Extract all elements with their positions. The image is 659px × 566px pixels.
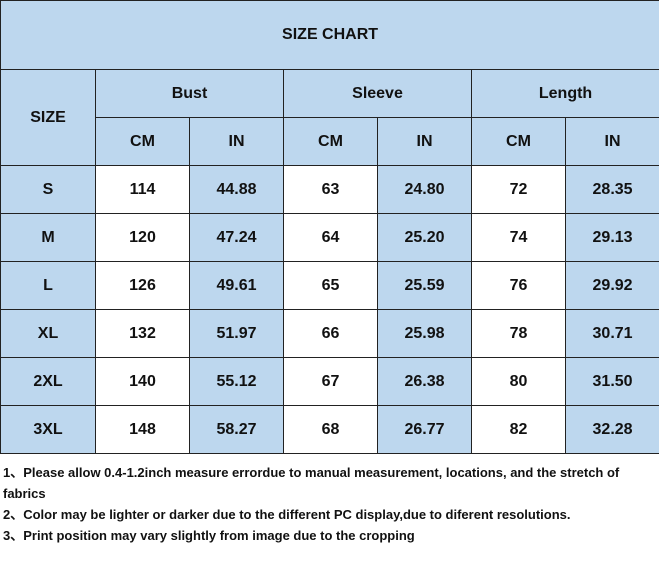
measure-cell: 64 bbox=[283, 213, 378, 262]
size-cell: 2XL bbox=[0, 357, 96, 406]
measure-cell: 24.80 bbox=[377, 165, 472, 214]
measure-cell: 140 bbox=[95, 357, 190, 406]
group-row: SIZE Bust Sleeve Length bbox=[0, 69, 659, 166]
size-table: SIZE CHART SIZE Bust Sleeve Length CM IN CM IN CM… bbox=[0, 0, 659, 454]
size-row: 2XL 140 55.12 67 26.38 80 31.50 bbox=[0, 357, 659, 406]
measure-cell: 74 bbox=[471, 213, 566, 262]
note: 3、Print position may vary slightly from … bbox=[3, 528, 415, 543]
measure-cell: 31.50 bbox=[564, 357, 659, 406]
measure-cell: 58.27 bbox=[189, 405, 284, 454]
measure-cell: 25.59 bbox=[377, 261, 472, 310]
measure-cell: 63 bbox=[283, 165, 378, 214]
size-row: 3XL 148 58.27 68 26.77 82 32.28 bbox=[0, 405, 659, 454]
measure-cell: 68 bbox=[283, 405, 378, 454]
measure-cell: 28.35 bbox=[564, 165, 659, 214]
size-cell: XL bbox=[0, 309, 96, 358]
notes: 1、Please allow 0.4-1.2inch measure error… bbox=[3, 462, 655, 546]
unit-header: IN bbox=[564, 117, 659, 166]
group-header: Bust bbox=[95, 69, 284, 118]
measure-cell: 65 bbox=[283, 261, 378, 310]
unit-header: CM bbox=[283, 117, 378, 166]
measure-cell: 82 bbox=[471, 405, 566, 454]
measure-cell: 29.92 bbox=[564, 261, 659, 310]
measure-cell: 26.38 bbox=[377, 357, 472, 406]
unit-header: IN bbox=[189, 117, 284, 166]
size-row: XL 132 51.97 66 25.98 78 30.71 bbox=[0, 309, 659, 358]
measure-cell: 132 bbox=[95, 309, 190, 358]
group-header: Length bbox=[470, 69, 659, 118]
measure-cell: 78 bbox=[471, 309, 566, 358]
note: 1、Please allow 0.4-1.2inch measure error… bbox=[3, 465, 620, 501]
note: 2、Color may be lighter or darker due to … bbox=[3, 507, 571, 522]
measure-cell: 51.97 bbox=[189, 309, 284, 358]
measure-cell: 32.28 bbox=[564, 405, 659, 454]
table-body: SIZE CHART SIZE Bust Sleeve Length CM IN CM IN CM… bbox=[0, 0, 659, 454]
measure-cell: 67 bbox=[283, 357, 378, 406]
measure-cell: 30.71 bbox=[564, 309, 659, 358]
unit-header: CM bbox=[95, 117, 190, 166]
measure-cell: 44.88 bbox=[189, 165, 284, 214]
measure-cell: 47.24 bbox=[189, 213, 284, 262]
measure-cell: 66 bbox=[283, 309, 378, 358]
measure-cell: 120 bbox=[95, 213, 190, 262]
measure-cell: 49.61 bbox=[189, 261, 284, 310]
measure-cell: 25.20 bbox=[377, 213, 472, 262]
measure-cell: 148 bbox=[95, 405, 190, 454]
measure-cell: 76 bbox=[471, 261, 566, 310]
size-row: M 120 47.24 64 25.20 74 29.13 bbox=[0, 213, 659, 262]
size-header: SIZE bbox=[0, 69, 96, 166]
measure-cell: 126 bbox=[95, 261, 190, 310]
size-row: L 126 49.61 65 25.59 76 29.92 bbox=[0, 261, 659, 310]
size-cell: 3XL bbox=[0, 405, 96, 454]
measure-cell: 29.13 bbox=[564, 213, 659, 262]
measure-cell: 26.77 bbox=[377, 405, 472, 454]
size-cell: M bbox=[0, 213, 96, 262]
unit-header: CM bbox=[471, 117, 566, 166]
title-row: SIZE CHART bbox=[0, 0, 659, 70]
measure-cell: 72 bbox=[471, 165, 566, 214]
measure-cell: 25.98 bbox=[377, 309, 472, 358]
size-cell: S bbox=[0, 165, 96, 214]
measure-cell: 80 bbox=[471, 357, 566, 406]
measure-cell: 55.12 bbox=[189, 357, 284, 406]
unit-header: IN bbox=[377, 117, 472, 166]
size-cell: L bbox=[0, 261, 96, 310]
group-header: Sleeve bbox=[283, 69, 472, 118]
table-title: SIZE CHART bbox=[0, 0, 659, 70]
unit-row: CM IN CM IN CM IN bbox=[1, 117, 659, 166]
size-row: S 114 44.88 63 24.80 72 28.35 bbox=[0, 165, 659, 214]
measure-cell: 114 bbox=[95, 165, 190, 214]
